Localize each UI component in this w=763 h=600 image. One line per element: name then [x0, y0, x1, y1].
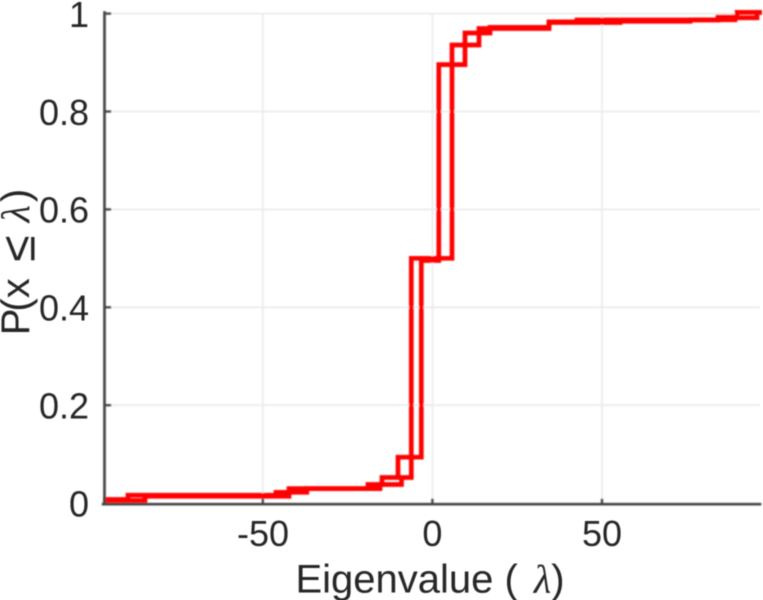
svg-text:50: 50	[582, 513, 622, 554]
svg-text:-50: -50	[237, 513, 289, 554]
svg-text:0.2: 0.2	[39, 386, 89, 427]
svg-text:0: 0	[422, 513, 442, 554]
svg-text:P(x≤λ): P(x≤λ)	[0, 189, 46, 336]
svg-text:1: 1	[69, 0, 89, 35]
svg-text:0: 0	[69, 483, 89, 524]
svg-text:0.4: 0.4	[39, 288, 89, 329]
svg-text:0.6: 0.6	[39, 190, 89, 231]
svg-text:0.8: 0.8	[39, 92, 89, 133]
